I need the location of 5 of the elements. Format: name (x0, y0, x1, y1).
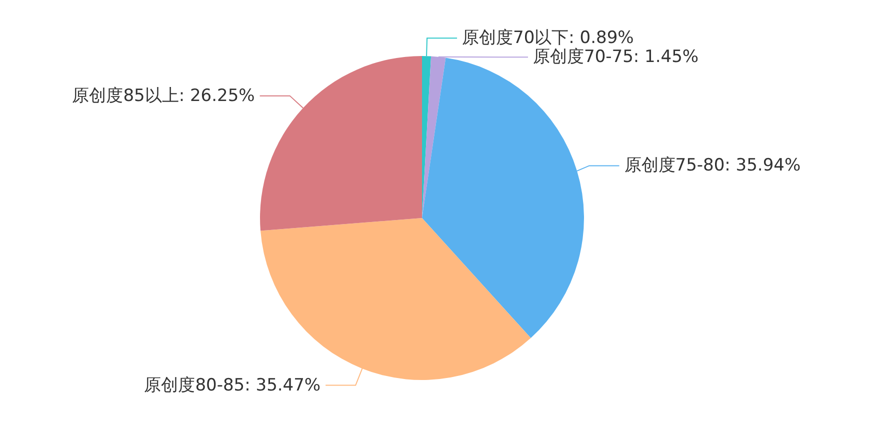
slice-label: 原创度70以下: 0.89% (462, 28, 634, 48)
slice-label: 原创度85以上: 26.25% (72, 86, 255, 106)
slice-label: 原创度70-75: 1.45% (533, 47, 699, 68)
slice-label: 原创度80-85: 35.47% (144, 375, 321, 396)
slice-label: 原创度75-80: 35.94% (624, 156, 801, 176)
